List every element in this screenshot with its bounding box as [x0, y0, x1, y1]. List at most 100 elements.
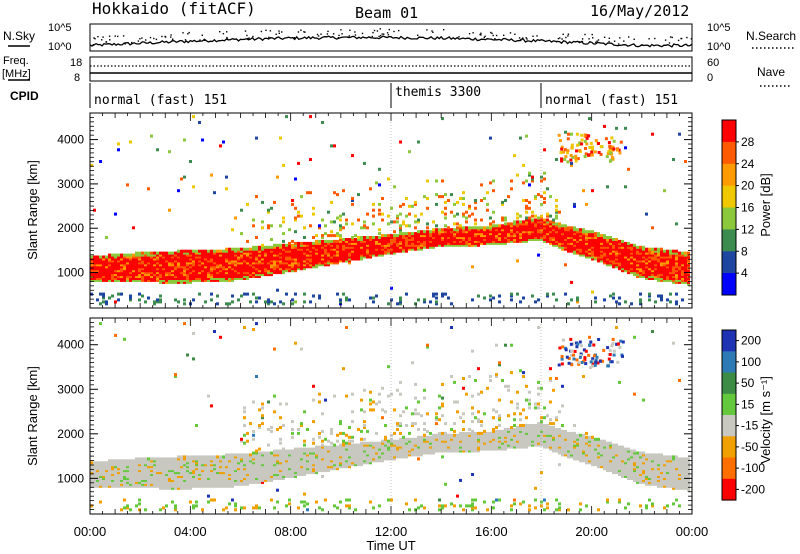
power-cell	[330, 257, 333, 261]
power-cell	[258, 271, 261, 275]
power-cell	[450, 230, 453, 234]
power-cell	[210, 273, 213, 277]
power-cell	[156, 265, 159, 269]
power-cell	[549, 224, 552, 228]
power-cell	[585, 232, 588, 236]
velocity-cell	[282, 471, 285, 475]
power-cell	[417, 238, 420, 241]
power-cell	[651, 249, 654, 253]
power-cell	[534, 220, 537, 224]
power-cell	[468, 214, 471, 218]
power-cell	[306, 257, 309, 261]
power-cell	[630, 271, 633, 275]
power-cell	[132, 277, 135, 280]
power-cell	[495, 241, 498, 245]
power-cell	[219, 249, 222, 253]
power-cell	[156, 277, 159, 280]
power-cell	[126, 263, 129, 267]
velocity-cell	[108, 482, 111, 486]
power-cell	[429, 234, 432, 238]
power-cell	[627, 243, 630, 247]
power-cell	[147, 251, 150, 255]
power-cell	[447, 239, 450, 243]
velocity-cell	[249, 457, 252, 461]
velocity-cell	[297, 461, 300, 465]
velocity-cell	[210, 477, 213, 480]
power-cell	[610, 156, 614, 160]
power-cell	[507, 228, 510, 232]
velocity-cell	[90, 480, 93, 484]
velocity-cell	[144, 475, 147, 478]
power-cell	[141, 261, 144, 265]
velocity-cell	[93, 465, 96, 469]
power-cell	[321, 234, 324, 238]
velocity-cell	[189, 473, 192, 476]
power-cell	[222, 267, 225, 271]
velocity-cell	[279, 441, 282, 445]
power-cell	[96, 275, 99, 278]
power-cell	[654, 273, 657, 277]
power-cell	[273, 200, 276, 204]
power-cell	[294, 255, 297, 259]
power-cell	[624, 185, 627, 189]
power-cell	[123, 269, 126, 273]
power-cell	[417, 239, 420, 243]
power-cell	[489, 239, 492, 243]
velocity-cell	[126, 463, 129, 467]
power-cell	[141, 273, 144, 277]
velocity-cell	[234, 457, 237, 461]
power-cell	[339, 236, 342, 239]
power-cell	[189, 160, 192, 163]
power-cell	[432, 239, 435, 243]
power-cell	[120, 275, 123, 278]
power-cell	[273, 261, 276, 265]
velocity-cell	[276, 500, 279, 504]
power-cell	[153, 263, 156, 267]
power-cell	[291, 302, 294, 306]
velocity-cell	[315, 471, 318, 475]
power-cell	[597, 247, 600, 251]
velocity-cell	[243, 477, 246, 480]
velocity-cell	[318, 459, 321, 463]
power-cell	[672, 280, 675, 284]
power-cell	[513, 224, 516, 228]
power-cell	[141, 275, 144, 278]
power-cell	[666, 263, 669, 267]
power-cell	[90, 259, 93, 263]
power-cell	[531, 218, 534, 222]
power-cell	[231, 273, 234, 277]
power-cell	[312, 212, 315, 216]
power-cell	[597, 257, 600, 261]
velocity-cell	[291, 431, 294, 435]
power-cell	[135, 271, 138, 275]
power-cell	[303, 236, 306, 239]
power-cell	[165, 273, 168, 277]
power-cell	[393, 251, 396, 255]
power-cell	[147, 271, 150, 275]
power-cell	[210, 292, 213, 296]
velocity-cell	[240, 477, 243, 480]
velocity-cell	[288, 459, 291, 463]
power-cell	[285, 269, 288, 273]
power-cell	[498, 232, 501, 236]
velocity-cell	[219, 473, 222, 476]
velocity-cell	[234, 477, 237, 480]
power-cell	[417, 140, 420, 144]
power-cell	[342, 257, 345, 261]
power-cell	[294, 300, 297, 304]
nsearch-point	[589, 41, 591, 43]
power-cell	[270, 273, 273, 277]
power-cell	[366, 239, 369, 243]
power-cell	[563, 148, 567, 152]
velocity-cell	[264, 457, 267, 461]
velocity-cell	[276, 453, 279, 457]
power-cell	[432, 230, 435, 234]
power-cell	[522, 228, 525, 232]
power-cell	[660, 294, 663, 298]
power-cell	[471, 236, 474, 239]
velocity-cell	[165, 465, 168, 469]
velocity-cell	[300, 473, 303, 476]
velocity-cell	[291, 465, 294, 469]
power-cell	[174, 278, 177, 282]
power-cell	[288, 257, 291, 261]
